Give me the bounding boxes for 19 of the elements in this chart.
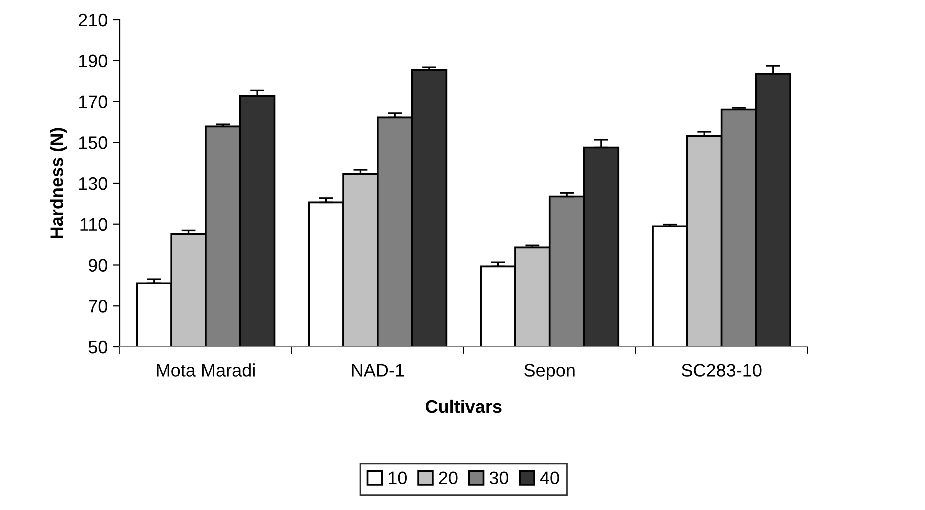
y-tick-label: 150 <box>79 136 108 150</box>
y-tick-label: 70 <box>89 300 108 313</box>
x-tick-label: Sepon <box>524 364 575 380</box>
x-tick-label: NAD-1 <box>352 364 404 377</box>
y-tick-label: 190 <box>79 54 108 68</box>
y-tick-label: 110 <box>80 218 108 232</box>
x-tick-label: Mota Maradi <box>157 364 255 377</box>
x-axis-title: Cultivars <box>426 400 502 414</box>
y-tick-label: 90 <box>88 259 108 272</box>
y-tick-label: 130 <box>79 177 108 190</box>
y-tick-label: 50 <box>88 340 108 354</box>
legend-label: 10 <box>388 472 407 485</box>
x-tick-label: SC283-10 <box>682 364 762 377</box>
y-axis-title: Hardness (N) <box>50 128 67 238</box>
legend-label: 30 <box>490 472 509 485</box>
legend-label: 40 <box>540 472 560 485</box>
legend-label: 20 <box>439 472 458 485</box>
y-tick-label: 170 <box>79 96 108 108</box>
y-tick-label: 210 <box>78 14 108 27</box>
